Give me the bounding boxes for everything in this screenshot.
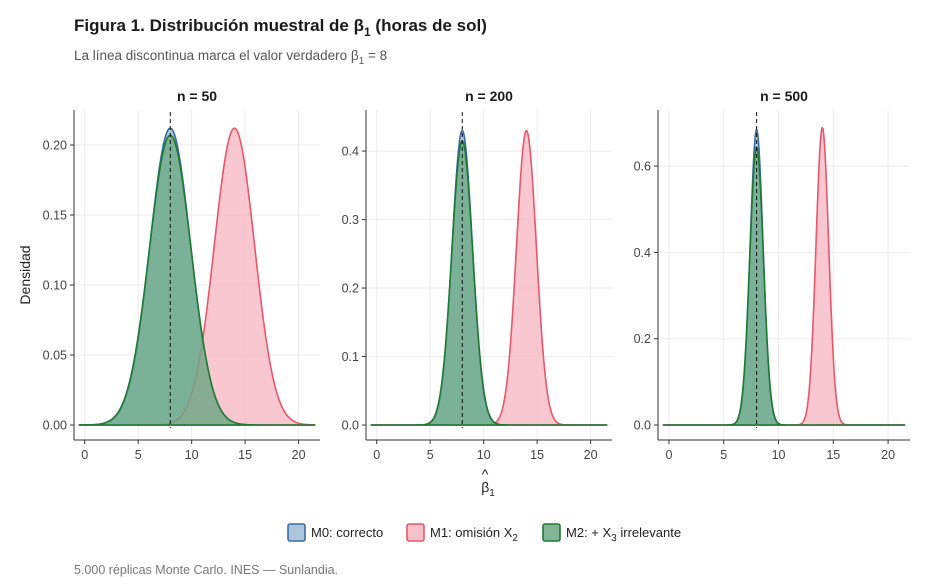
x-tick-label: 15 xyxy=(826,448,840,462)
x-tick-label: 10 xyxy=(772,448,786,462)
legend-label: M2: + X3 irrelevante xyxy=(566,525,681,544)
y-tick-label: 0.4 xyxy=(342,145,359,159)
y-tick-label: 0.6 xyxy=(634,160,651,174)
legend-label: M1: omisión X2 xyxy=(430,525,518,544)
density-m1 xyxy=(662,126,906,426)
panel-3: 0.0 0.2 0.4 0.6 0 5 10 15 20 n = 500 xyxy=(634,88,910,462)
x-axis-title: ^ β1 xyxy=(481,466,495,499)
density-m0 xyxy=(662,129,906,426)
chart-title: Figura 1. Distribución muestral de β1 (h… xyxy=(74,16,487,39)
x-tick-label: 5 xyxy=(427,448,434,462)
panel-grid xyxy=(366,110,612,440)
y-tick-label: 0.05 xyxy=(43,349,67,363)
y-tick-label: 0.2 xyxy=(634,332,651,346)
x-axis-title-hat: ^ xyxy=(482,466,489,482)
x-tick-label: 5 xyxy=(135,448,142,462)
legend-item-m0: M0: correcto xyxy=(287,523,383,542)
legend-label: M0: correcto xyxy=(311,525,383,540)
x-tick-label: 20 xyxy=(292,448,306,462)
y-tick-label: 0.3 xyxy=(342,213,359,227)
x-tick-label: 0 xyxy=(373,448,380,462)
y-tick-label: 0.15 xyxy=(43,209,67,223)
y-tick-label: 0.0 xyxy=(342,419,359,433)
legend-swatch xyxy=(542,523,561,542)
panel-strip-title: n = 500 xyxy=(760,88,808,104)
x-tick-label: 10 xyxy=(185,448,199,462)
panel-grid xyxy=(658,110,910,440)
y-tick-label: 0.2 xyxy=(342,282,359,296)
panel-strip-title: n = 50 xyxy=(177,88,217,104)
facet-panels: 0.000.050.100.150.200 5 10 15 20n = 500.00.1… xyxy=(43,88,910,462)
x-tick-label: 5 xyxy=(720,448,727,462)
density-m1 xyxy=(370,129,608,426)
y-tick-label: 0.0 xyxy=(634,419,651,433)
y-tick-label: 0.20 xyxy=(43,139,67,153)
y-tick-label: 0.4 xyxy=(634,246,651,260)
legend: M0: correcto M1: omisión X2 M2: + X3 irrel… xyxy=(287,523,681,544)
x-tick-label: 20 xyxy=(584,448,598,462)
x-tick-label: 15 xyxy=(238,448,252,462)
panel-2: 0.0 0.1 0.2 0.3 0.4 0 5 10 15 20 n = 200 xyxy=(342,88,612,462)
legend-item-m1: M1: omisión X2 xyxy=(406,523,518,544)
density-m0 xyxy=(370,129,608,426)
x-axis-title-text: β1 xyxy=(481,479,495,499)
chart-caption: 5.000 réplicas Monte Carlo. INES — Sunla… xyxy=(74,563,338,577)
legend-swatch xyxy=(287,523,306,542)
density-m2 xyxy=(662,146,906,426)
y-axis-title: Densidad xyxy=(17,245,33,304)
x-tick-label: 10 xyxy=(477,448,491,462)
panel-1: 0.00 0.05 0.10 0.15 0.20 0 5 10 15 20 n = 50 xyxy=(43,88,320,462)
y-tick-label: 0.1 xyxy=(342,350,359,364)
density-m2 xyxy=(78,134,316,426)
x-tick-label: 0 xyxy=(665,448,672,462)
legend-item-m2: M2: + X3 irrelevante xyxy=(542,523,681,544)
x-tick-label: 20 xyxy=(881,448,895,462)
y-tick-label: 0.10 xyxy=(43,279,67,293)
panel-strip-title: n = 200 xyxy=(465,88,513,104)
legend-swatch xyxy=(406,523,425,542)
y-tick-label: 0.00 xyxy=(43,419,67,433)
x-tick-label: 15 xyxy=(530,448,544,462)
chart-subtitle: La línea discontinua marca el valor verd… xyxy=(74,48,387,67)
density-m2 xyxy=(370,140,608,426)
x-tick-label: 0 xyxy=(81,448,88,462)
